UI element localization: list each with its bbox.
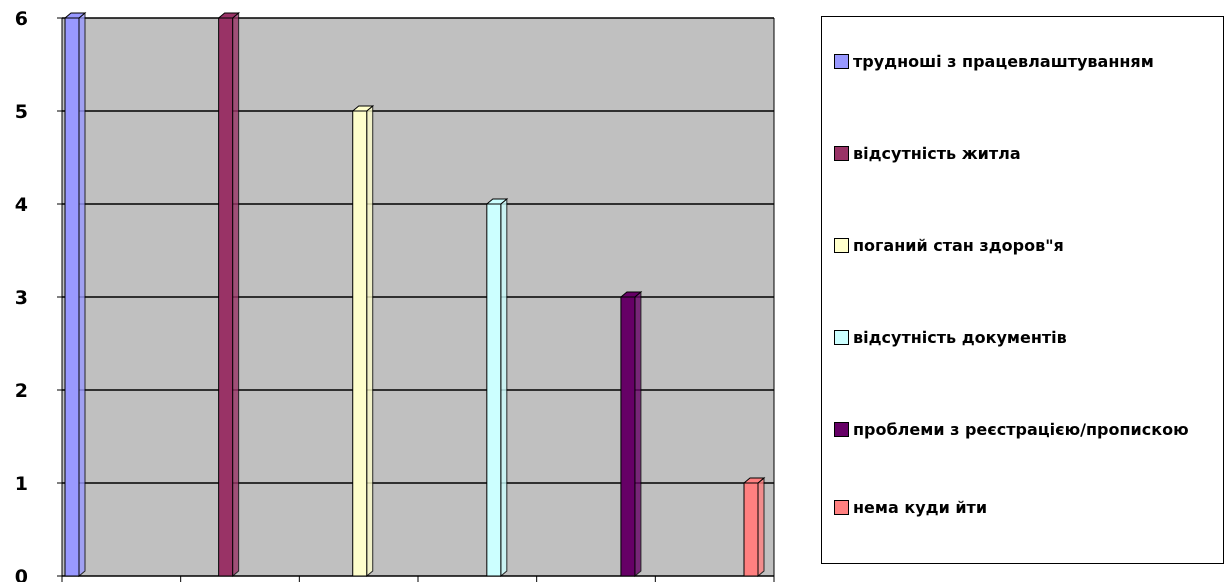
y-tick-label: 4: [15, 194, 28, 216]
y-tick-label: 2: [15, 380, 28, 402]
bar-side: [232, 11, 240, 578]
bar: [486, 203, 502, 577]
legend: трудноші з працевлаштуванням відсутність…: [821, 16, 1224, 564]
y-tick-label: 3: [15, 287, 28, 309]
bar-side: [366, 104, 374, 578]
bar: [743, 482, 759, 577]
bar: [620, 296, 636, 577]
legend-label-health: поганий стан здоров"я: [853, 236, 1064, 255]
legend-item-housing: відсутність житла: [834, 141, 1198, 167]
y-tick-label: 0: [15, 566, 28, 582]
legend-item-nowhere: нема куди йти: [834, 495, 1198, 521]
legend-swatch-registration: [834, 422, 849, 437]
legend-swatch-employment: [834, 54, 849, 69]
legend-swatch-nowhere: [834, 500, 849, 515]
legend-item-health: поганий стан здоров"я: [834, 233, 1198, 259]
bar-side: [634, 290, 642, 578]
legend-swatch-health: [834, 238, 849, 253]
bar: [64, 17, 80, 577]
legend-label-nowhere: нема куди йти: [853, 498, 988, 517]
legend-label-employment: трудноші з працевлаштуванням: [853, 52, 1154, 71]
legend-item-documents: відсутність документів: [834, 325, 1198, 351]
legend-label-housing: відсутність житла: [853, 144, 1021, 163]
legend-swatch-documents: [834, 330, 849, 345]
legend-item-employment: трудноші з працевлаштуванням: [834, 49, 1198, 75]
legend-swatch-housing: [834, 146, 849, 161]
bar-chart: 0 1 2 3 4 5 6: [15, 8, 775, 582]
legend-item-registration: проблеми з реєстрацією/пропискою: [834, 417, 1198, 443]
y-tick-label: 6: [15, 8, 28, 30]
y-tick-label: 1: [15, 473, 28, 495]
bar: [352, 110, 368, 577]
y-tick-label: 5: [15, 101, 28, 123]
bar-side: [500, 197, 508, 578]
bar: [218, 17, 234, 577]
bar-side: [78, 11, 86, 578]
bar-side: [757, 476, 765, 578]
legend-label-documents: відсутність документів: [853, 328, 1067, 347]
legend-label-registration: проблеми з реєстрацією/пропискою: [853, 420, 1189, 439]
